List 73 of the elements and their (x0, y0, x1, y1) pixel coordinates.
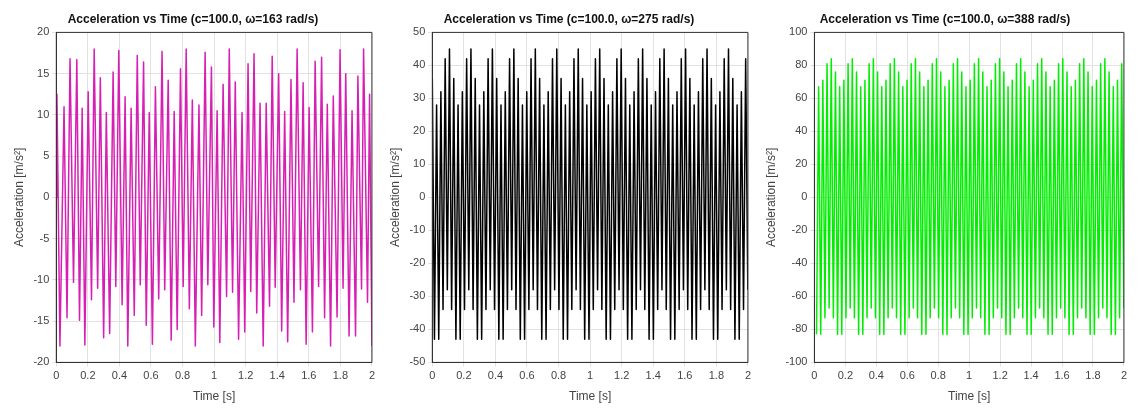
x-tick-label: 1.4 (269, 369, 285, 382)
y-tick-label: 80 (795, 58, 808, 71)
x-tick-label: 1.8 (332, 369, 349, 382)
x-tick-label: 0.2 (80, 369, 96, 382)
x-axis-title: Time [s] (193, 389, 236, 404)
x-axis-title: Time [s] (569, 389, 612, 404)
x-tick-label: 0.6 (899, 369, 915, 382)
y-tick-label: -20 (791, 223, 808, 236)
chart-title: Acceleration vs Time (c=100.0, ω=388 rad/s) (819, 11, 1071, 26)
y-tick-label: -80 (791, 322, 808, 335)
x-tick-label: 1.8 (708, 369, 725, 382)
y-tick-label: -40 (791, 256, 808, 269)
x-tick-label: 1.2 (238, 369, 254, 382)
y-tick-label: 40 (413, 58, 426, 71)
x-tick-label: 1.2 (614, 369, 630, 382)
y-tick-label: 5 (43, 149, 50, 162)
y-tick-label: -20 (409, 256, 426, 269)
x-tick-label: 0 (429, 369, 436, 382)
x-tick-label: 1.6 (301, 369, 317, 382)
y-axis-title: Acceleration [m/s²] (387, 147, 402, 248)
x-tick-label: 0.6 (143, 369, 159, 382)
x-tick-label: 0.8 (174, 369, 191, 382)
y-tick-label: 20 (795, 157, 808, 170)
x-tick-label: 1.8 (1085, 369, 1101, 382)
y-tick-label: -50 (409, 355, 426, 368)
y-tick-label: 20 (413, 124, 426, 137)
x-tick-label: 1.6 (677, 369, 693, 382)
y-tick-label: 10 (37, 107, 50, 120)
x-tick-label: 0.4 (111, 369, 128, 382)
y-tick-label: -100 (785, 355, 808, 368)
y-tick-label: 0 (801, 190, 808, 203)
x-tick-label: 0.2 (456, 369, 472, 382)
y-tick-label: 30 (413, 91, 426, 104)
y-tick-label: -15 (33, 314, 50, 327)
x-axis-title: Time [s] (948, 389, 991, 404)
x-tick-label: 2 (368, 369, 375, 382)
x-tick-label: 1 (966, 369, 973, 382)
x-tick-label: 0.4 (868, 369, 884, 382)
x-tick-label: 2 (744, 369, 751, 382)
y-axis-title: Acceleration [m/s²] (11, 147, 26, 248)
y-tick-label: 0 (43, 190, 50, 203)
y-tick-label: 60 (795, 91, 808, 104)
y-tick-label: 50 (413, 25, 426, 38)
y-tick-label: -40 (409, 322, 426, 335)
x-tick-label: 0.6 (519, 369, 535, 382)
y-tick-label: -5 (39, 231, 50, 244)
y-tick-label: 100 (789, 25, 808, 38)
x-tick-label: 2 (1120, 369, 1127, 382)
y-tick-label: -20 (33, 355, 50, 368)
x-tick-label: 0.8 (930, 369, 946, 382)
y-axis-title: Acceleration [m/s²] (763, 147, 778, 248)
chart-title: Acceleration vs Time (c=100.0, ω=275 rad/s) (443, 11, 695, 26)
y-tick-label: 10 (413, 157, 426, 170)
x-tick-label: 0.4 (487, 369, 504, 382)
y-tick-label: -30 (409, 289, 426, 302)
x-tick-label: 1 (587, 369, 594, 382)
y-tick-label: -10 (409, 223, 426, 236)
x-tick-label: 0 (53, 369, 60, 382)
x-tick-label: 1.2 (992, 369, 1008, 382)
y-tick-label: 20 (37, 25, 50, 38)
y-tick-label: -60 (791, 289, 808, 302)
x-tick-label: 1.4 (1023, 369, 1039, 382)
x-tick-label: 0.2 (837, 369, 854, 382)
x-tick-label: 1 (211, 369, 218, 382)
x-tick-label: 1.4 (645, 369, 661, 382)
y-tick-label: -10 (33, 272, 50, 285)
x-tick-label: 0.8 (550, 369, 567, 382)
x-tick-label: 0 (811, 369, 818, 382)
y-tick-label: 0 (419, 190, 426, 203)
y-tick-label: 40 (795, 124, 808, 137)
x-tick-label: 1.6 (1054, 369, 1070, 382)
y-tick-label: 15 (37, 66, 50, 79)
chart-title: Acceleration vs Time (c=100.0, ω=163 rad/s) (67, 11, 319, 26)
